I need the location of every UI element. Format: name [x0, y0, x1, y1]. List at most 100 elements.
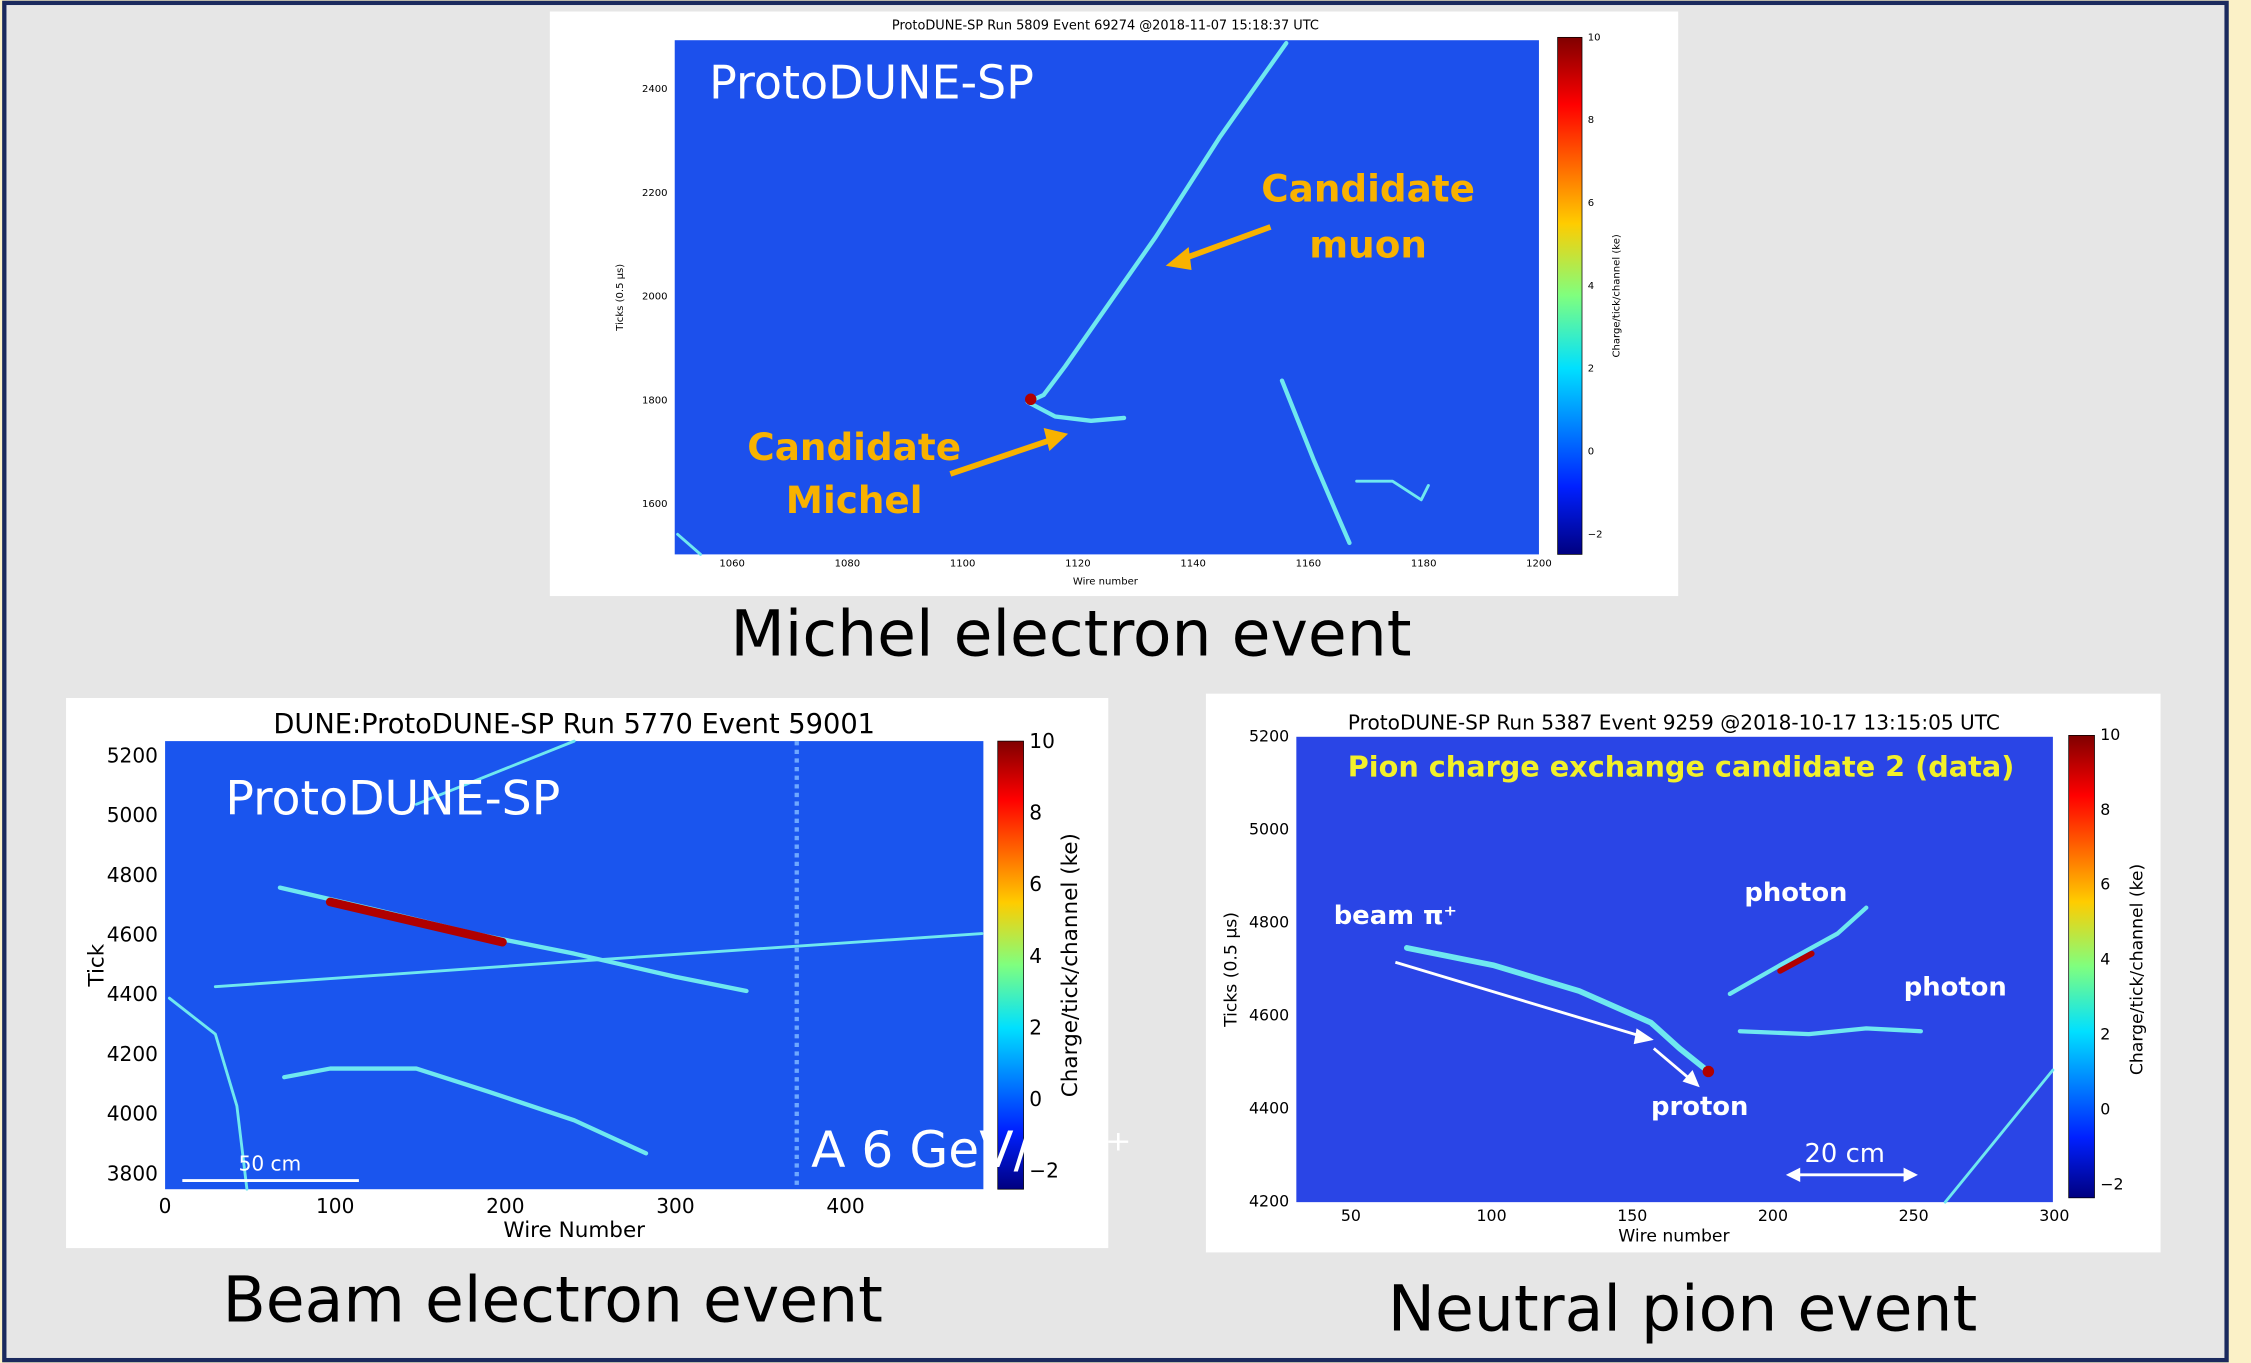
x-tick-label: 250 [1899, 1206, 1929, 1225]
y-tick-label: 4200 [107, 1042, 158, 1066]
colorbar-tick-label: 6 [1029, 872, 1042, 896]
x-tick-label: 100 [316, 1194, 354, 1218]
pion-track [1404, 945, 1712, 1075]
arrowhead [1903, 1167, 1918, 1183]
colorbar-tick-label: −2 [2100, 1174, 2123, 1193]
colorbar [1557, 36, 1583, 555]
heatmap [1296, 736, 2053, 1203]
scale-label: 50 cm [239, 1151, 302, 1175]
y-tick-label: 4800 [107, 863, 158, 887]
heatmap [165, 741, 984, 1190]
annotation: photon [1904, 973, 2007, 1003]
x-tick-label: 300 [2039, 1206, 2069, 1225]
michel-panel: ProtoDUNE-SP Run 5809 Event 69274 @2018-… [549, 11, 1679, 597]
shower-core [1777, 950, 1815, 974]
x-tick-label: 200 [1758, 1206, 1788, 1225]
y-tick-label: 2200 [642, 188, 668, 199]
watermark: ProtoDUNE-SP [225, 771, 560, 826]
colorbar-tick-label: 6 [1588, 198, 1594, 209]
y-tick-label: 3800 [107, 1161, 158, 1185]
x-axis-label: Wire Number [503, 1218, 645, 1243]
annotation: proton [1651, 1092, 1748, 1122]
y-tick-label: 4800 [1249, 912, 1289, 931]
y-tick-label: 2400 [642, 84, 668, 95]
annotation: Candidate [747, 425, 961, 469]
colorbar-tick-label: 8 [2100, 800, 2110, 819]
annotation: photon [1744, 878, 1847, 908]
heatmap [674, 40, 1539, 555]
x-tick-label: 1200 [1526, 558, 1552, 569]
y-tick-label: 1600 [642, 499, 668, 510]
plot-title: ProtoDUNE-SP Run 5809 Event 69274 @2018-… [892, 18, 1319, 33]
colorbar-tick-label: −2 [1588, 529, 1603, 540]
x-tick-label: 200 [486, 1194, 524, 1218]
track [282, 1066, 649, 1156]
y-axis-label: Ticks (0.5 µs) [1222, 912, 1242, 1028]
x-tick-label: 1060 [719, 558, 745, 569]
y-tick-label: 4400 [1249, 1099, 1289, 1118]
beam-electron-panel: DUNE:ProtoDUNE-SP Run 5770 Event 59001 P… [66, 698, 1132, 1249]
y-tick-label: 5000 [107, 803, 158, 827]
colorbar [2068, 735, 2095, 1199]
track [414, 739, 576, 806]
michel-track [1025, 399, 1127, 423]
annotation: Michel [786, 478, 923, 522]
track [167, 996, 249, 1191]
colorbar-tick-label: 10 [1029, 729, 1055, 753]
y-tick-label: 1800 [642, 395, 668, 406]
watermark: ProtoDUNE-SP [709, 56, 1034, 110]
x-axis-label: Wire number [1073, 577, 1139, 588]
annotation: Candidate [1261, 167, 1475, 211]
x-tick-label: 400 [826, 1194, 864, 1218]
colorbar-tick-label: 10 [1588, 32, 1601, 43]
x-tick-label: 1100 [950, 558, 976, 569]
arrow [1652, 1047, 1693, 1082]
hit [1025, 393, 1037, 406]
annotation: beam π⁺ [1334, 901, 1457, 931]
arrow [1179, 224, 1272, 263]
x-tick-label: 1140 [1180, 558, 1206, 569]
arrowhead [1633, 1028, 1654, 1045]
x-tick-label: 150 [1617, 1206, 1647, 1225]
colorbar-tick-label: 8 [1588, 115, 1594, 126]
track [1279, 378, 1352, 546]
neutral-pion-panel: ProtoDUNE-SP Run 5387 Event 9259 @2018-1… [1205, 693, 2161, 1253]
x-tick-label: 1160 [1296, 558, 1322, 569]
arrowhead [1682, 1070, 1700, 1088]
x-tick-label: 1180 [1411, 558, 1437, 569]
track [676, 532, 703, 556]
colorbar-tick-label: 4 [1029, 944, 1042, 968]
colorbar-tick-label: 4 [2100, 950, 2110, 969]
x-tick-label: 100 [1477, 1206, 1507, 1225]
colorbar-tick-label: 0 [1029, 1087, 1042, 1111]
y-axis-label: Tick [85, 943, 110, 987]
colorbar-tick-label: 8 [1029, 801, 1042, 825]
colorbar-tick-label: 4 [1588, 281, 1594, 292]
arrowhead [1785, 1167, 1801, 1183]
y-tick-label: 5200 [1249, 726, 1289, 745]
y-tick-label: 2000 [642, 292, 668, 303]
y-tick-label: 4200 [1249, 1192, 1289, 1211]
plot-title: DUNE:ProtoDUNE-SP Run 5770 Event 59001 [273, 709, 875, 740]
x-tick-label: 50 [1341, 1206, 1361, 1225]
y-tick-label: 5000 [1249, 819, 1289, 838]
colorbar-tick-label: 2 [1029, 1015, 1042, 1039]
y-tick-label: 5200 [107, 743, 158, 767]
x-tick-label: 1120 [1065, 558, 1091, 569]
y-tick-label: 4600 [107, 923, 158, 947]
arrow [1394, 960, 1645, 1039]
colorbar-tick-label: 2 [1588, 364, 1594, 375]
colorbar-tick-label: 10 [2100, 725, 2120, 744]
annotation: muon [1309, 223, 1427, 267]
colorbar-label: Charge/tick/channel (ke) [1058, 833, 1083, 1097]
arrow [949, 436, 1054, 477]
arrowhead [1043, 428, 1069, 451]
y-tick-label: 4400 [107, 982, 158, 1006]
colorbar-label: Charge/tick/channel (ke) [2128, 864, 2148, 1075]
y-axis-label: Ticks (0.5 µs) [615, 264, 626, 332]
annotation: A 6 GeV/c e⁺ [811, 1120, 1131, 1179]
track [1355, 479, 1430, 502]
y-tick-label: 4600 [1249, 1005, 1289, 1024]
